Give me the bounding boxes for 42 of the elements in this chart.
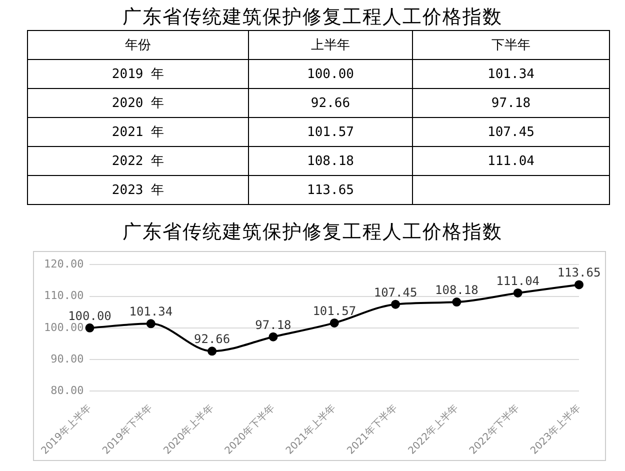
- y-tick-label: 2023 年: [28, 176, 248, 204]
- data-label: 108.18: [435, 283, 478, 298]
- x-tick-label: 上半年: [248, 30, 412, 60]
- data-label: 97.18: [255, 318, 292, 332]
- data-label: 101.57: [248, 118, 412, 146]
- data-label: 101.34: [412, 60, 610, 88]
- y-tick-label: 2019 年: [28, 60, 248, 88]
- point: [146, 319, 156, 328]
- data-label: 113.65: [557, 266, 601, 280]
- data-label: 111.04: [496, 274, 540, 288]
- point: [574, 280, 584, 290]
- chart-title: 广东省传统建筑保护修复工程人工价格指数: [122, 220, 504, 245]
- point: [391, 300, 400, 309]
- y-tick-label: 80.00: [50, 384, 84, 398]
- point: [208, 346, 217, 356]
- data-label: 97.18: [412, 88, 610, 118]
- x-tick-label: 下半年: [412, 30, 610, 60]
- data-label: 113.65: [248, 176, 412, 204]
- y-tick-label: 100.00: [44, 320, 84, 334]
- data-label: 111.04: [412, 146, 610, 176]
- chart-title: 广东省传统建筑保护修复工程人工价格指数: [122, 5, 504, 30]
- point: [85, 323, 94, 332]
- data-label: 92.66: [248, 88, 412, 118]
- y-tick-label: 90.00: [50, 352, 84, 366]
- y-tick-label: 2020 年: [28, 88, 248, 118]
- y-tick-label: 120.00: [44, 257, 84, 270]
- data-label: 108.18: [248, 146, 412, 176]
- point: [330, 318, 339, 328]
- data-label: 100.00: [248, 60, 412, 88]
- data-label: 107.45: [374, 285, 418, 300]
- y-tick-label: 2021 年: [28, 118, 248, 146]
- point: [513, 288, 522, 298]
- data-label: 100.00: [68, 308, 112, 323]
- data-label: 101.57: [312, 304, 356, 318]
- data-label: 92.66: [194, 332, 230, 346]
- y-axis-title: 年份: [28, 30, 248, 60]
- data-label: 107.45: [412, 118, 610, 146]
- y-tick-label: 2022 年: [28, 146, 248, 176]
- point: [452, 298, 462, 307]
- y-tick-label: 110.00: [44, 289, 84, 302]
- point: [268, 332, 278, 342]
- data-label: 101.34: [129, 304, 173, 319]
